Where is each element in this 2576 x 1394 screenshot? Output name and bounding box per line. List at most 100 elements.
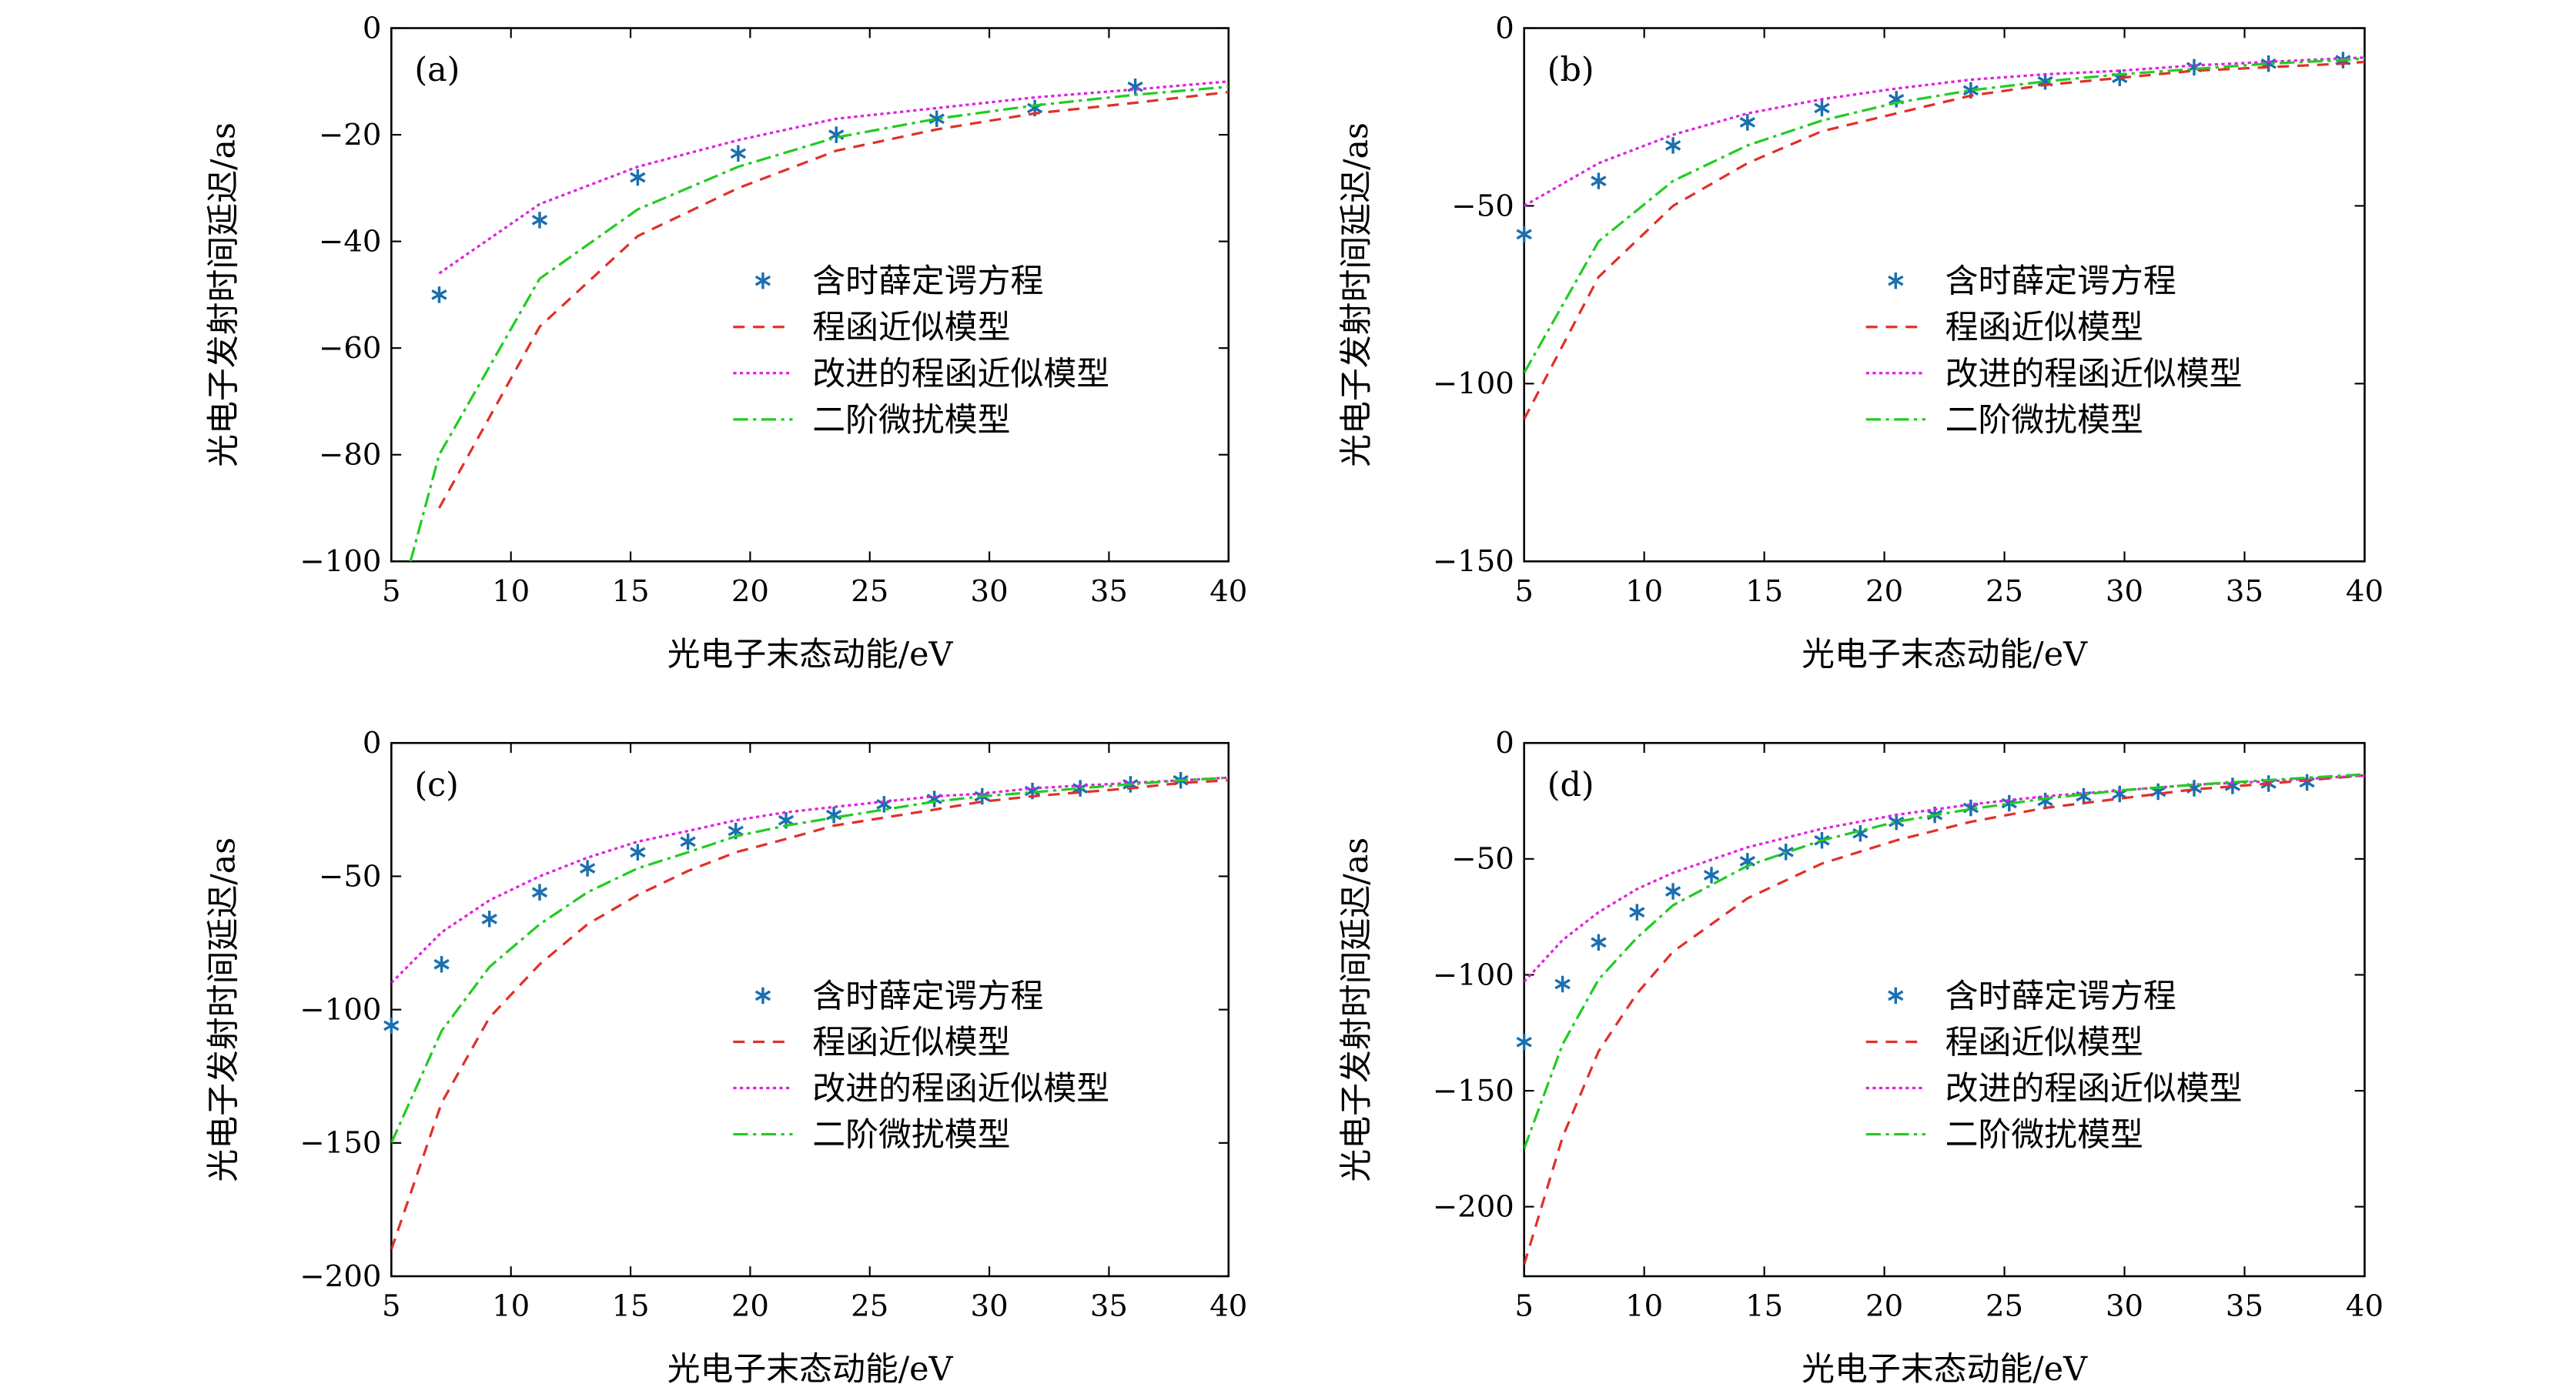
marker — [1127, 78, 1143, 95]
x-tick-label: 30 — [971, 574, 1009, 609]
marker — [1889, 813, 1905, 831]
marker-stroke — [1888, 275, 1904, 286]
y-tick-label: −150 — [1433, 544, 1514, 579]
panel-label: (c) — [414, 766, 458, 804]
series-line — [1524, 57, 2365, 374]
marker — [1814, 99, 1830, 117]
marker — [1629, 904, 1645, 921]
marker — [680, 833, 696, 851]
x-tick-label: 5 — [382, 1289, 401, 1324]
panel-label: (b) — [1547, 51, 1594, 89]
marker — [1516, 226, 1532, 243]
x-tick-label: 40 — [1209, 1289, 1247, 1324]
x-tick-label: 20 — [731, 574, 769, 609]
marker-stroke — [481, 914, 497, 924]
marker — [481, 911, 497, 928]
marker-stroke — [2150, 786, 2166, 797]
marker — [531, 212, 548, 229]
x-tick-label: 5 — [1514, 1289, 1534, 1324]
x-tick-label: 25 — [851, 574, 888, 609]
y-tick-label: −50 — [319, 859, 381, 894]
marker-stroke — [754, 275, 771, 286]
series-line — [1524, 773, 2365, 1149]
marker-stroke — [1739, 856, 1755, 867]
legend-label: 改进的程函近似模型 — [812, 1070, 1109, 1108]
y-tick-label: −50 — [1451, 189, 1514, 223]
series-line — [391, 779, 1229, 1250]
legend-label: 二阶微扰模型 — [812, 1116, 1010, 1155]
marker — [630, 844, 646, 861]
subplot: 5 10 15 20 25 30 35 40 0 −50 −100 −150 −200 光电子末态动能/e… — [1337, 726, 2384, 1389]
subplot: 5 10 15 20 25 30 35 40 0 −50 −100 −150 光电子末态动能/eV 光电子… — [1337, 11, 2384, 674]
marker-stroke — [1739, 117, 1755, 128]
y-axis-label: 光电子发射时间延迟/as — [205, 122, 243, 467]
legend-label: 程函近似模型 — [812, 309, 1010, 347]
plot-frame — [1523, 741, 2366, 1278]
marker — [1554, 975, 1571, 993]
y-tick-label: −40 — [319, 224, 381, 259]
marker — [825, 807, 842, 824]
marker — [433, 956, 450, 973]
x-tick-label: 40 — [2346, 1289, 2384, 1324]
x-tick-label: 10 — [492, 1289, 530, 1324]
plot-frame — [1523, 27, 2366, 563]
marker-stroke — [728, 825, 744, 837]
x-tick-label: 5 — [382, 574, 401, 609]
series-line — [1524, 56, 2365, 207]
x-tick-label: 30 — [2106, 574, 2143, 609]
y-tick-label: −100 — [299, 544, 381, 579]
marker — [383, 1017, 400, 1035]
marker — [630, 169, 646, 186]
legend-label: 含时薛定谔方程 — [812, 977, 1043, 1015]
y-tick-label: −150 — [1433, 1074, 1514, 1108]
x-tick-label: 35 — [1090, 1289, 1128, 1324]
y-tick-label: −200 — [299, 1259, 381, 1294]
legend-label: 二阶微扰模型 — [1945, 401, 2143, 440]
marker — [431, 286, 447, 303]
x-axis-label: 光电子末态动能/eV — [667, 635, 954, 674]
marker-stroke — [778, 814, 795, 826]
series-line — [438, 80, 1229, 275]
y-tick-label: −80 — [319, 438, 381, 473]
series-line — [391, 776, 1229, 1144]
legend-label: 程函近似模型 — [1945, 309, 2143, 347]
marker — [754, 272, 771, 289]
marker — [1888, 272, 1904, 289]
y-tick-label: −100 — [299, 993, 381, 1028]
series-line — [391, 776, 1229, 984]
x-tick-label: 10 — [1625, 1289, 1663, 1324]
legend-label: 含时薛定谔方程 — [1945, 262, 2176, 301]
y-tick-label: 0 — [363, 11, 382, 45]
x-tick-label: 10 — [1625, 574, 1663, 609]
y-axis-label: 光电子发射时间延迟/as — [205, 837, 243, 1182]
legend-label: 二阶微扰模型 — [1945, 1116, 2143, 1155]
marker — [1516, 1034, 1532, 1051]
marker — [1591, 934, 1607, 951]
x-tick-label: 40 — [1209, 574, 1247, 609]
x-axis-label: 光电子末态动能/eV — [1802, 635, 2088, 674]
series-line — [1524, 774, 2365, 1265]
legend-label: 改进的程函近似模型 — [1945, 355, 2243, 393]
subplot: 5 10 15 20 25 30 35 40 0 −20 −40 −60 −80 −100 光电子末态动能/… — [205, 11, 1248, 674]
legend-label: 含时薛定谔方程 — [812, 262, 1043, 301]
x-tick-label: 15 — [611, 574, 649, 609]
x-tick-label: 15 — [1745, 1289, 1783, 1324]
marker-stroke — [1664, 886, 1681, 897]
x-tick-label: 15 — [1745, 574, 1783, 609]
marker — [1888, 987, 1904, 1005]
y-tick-label: −150 — [299, 1126, 381, 1161]
marker — [754, 987, 771, 1005]
marker-stroke — [730, 148, 746, 159]
marker-stroke — [1554, 978, 1571, 990]
marker-stroke — [680, 836, 696, 847]
marker-stroke — [630, 847, 646, 858]
y-tick-label: 0 — [1495, 11, 1514, 45]
marker-stroke — [531, 215, 548, 226]
y-tick-label: 0 — [363, 726, 382, 761]
x-axis-label: 光电子末态动能/eV — [667, 1350, 954, 1389]
legend-label: 程函近似模型 — [812, 1023, 1010, 1061]
marker — [531, 884, 548, 901]
y-tick-label: −20 — [319, 118, 381, 152]
y-tick-label: −200 — [1433, 1190, 1514, 1225]
